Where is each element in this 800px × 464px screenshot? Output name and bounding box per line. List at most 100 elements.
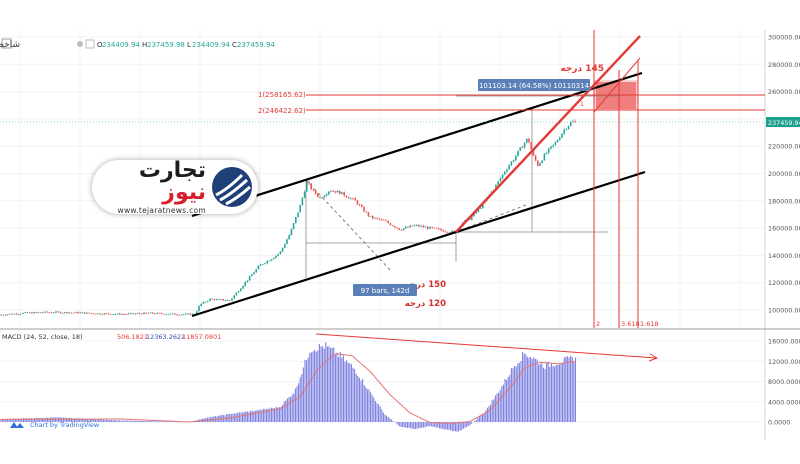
candle-up [255,269,257,273]
candle-up [235,292,238,296]
candle-down [427,226,429,229]
candle-up [508,165,510,170]
price-tick-label: 280000.00 [768,61,800,69]
candle-up [501,174,504,179]
candle-up [200,303,202,306]
candle-up [202,301,205,304]
macd-tick-label: 8000.0000 [768,378,800,386]
candle-up [143,312,145,315]
candle-down [378,218,381,220]
candle-up [196,311,198,315]
candle-down [99,313,101,315]
price-tick-label: 300000.00 [768,34,800,42]
candle-up [429,226,431,229]
candle-down [145,312,147,314]
candle-down [332,190,334,192]
candle-up [292,223,295,230]
candle-up [570,122,572,126]
last-price-tag: 237459.94 [766,117,800,127]
candle-down [163,313,165,315]
candle-up [288,235,290,240]
candle-up [405,226,407,229]
credit-text: Chart by TradingView [30,421,100,429]
candle-down [141,313,143,315]
candle-up [134,313,136,315]
candle-up [475,211,477,214]
candle-down [334,191,337,193]
ohlc-value: 237459.98 [147,41,185,49]
angle-120-label: 120 درجه [405,299,446,309]
macd-value-1: 506.1821 [117,333,148,341]
candle-down [400,229,403,231]
candle-up [303,191,306,198]
candle-up [55,311,57,313]
candle-up [539,163,541,166]
ohlc-key: H [142,41,147,49]
candle-down [154,313,156,315]
candle-down [46,311,48,313]
candle-down [31,312,33,314]
candle-up [226,300,229,301]
candle-up [86,312,88,314]
candle-down [229,300,231,301]
channel-upper-line [191,71,643,218]
price-tick-label: 140000.00 [768,252,800,260]
candle-up [242,285,244,289]
candle-down [389,223,392,226]
candle-down [376,217,378,219]
candle-up [17,314,20,315]
candle-up [559,137,561,141]
candle-up [20,313,22,315]
candle-down [453,230,455,232]
candle-up [127,313,130,315]
candle-down [387,221,389,224]
candle-down [11,313,13,315]
candle-up [204,301,207,303]
candle-up [297,212,299,218]
macd-tick-label: 4000.0000 [768,398,800,406]
candle-down [317,193,319,197]
candle-up [286,239,288,245]
header-ohlc: O 234409.94 H 237459.98 L 234409.94 C 237459.94 [97,41,275,49]
candle-up [325,194,328,196]
candle-up [37,312,40,314]
measure-tag: 101103.14 (64.58%) 10110314 [478,79,590,91]
candle-up [479,207,482,209]
candle-down [438,228,440,230]
candle-down [26,312,29,314]
macd-tick-label: 0.0000 [768,419,790,427]
candle-down [178,314,180,316]
candle-up [112,314,114,316]
candle-up [543,153,546,161]
tejarat-news-logo: تجارت نیوز www.tejaratnews.com [92,159,258,215]
price-tick-label: 100000.00 [768,307,800,315]
candle-up [187,313,189,315]
candle-up [257,265,260,270]
candle-up [341,192,343,195]
candle-down [372,216,374,219]
candle-up [136,313,139,315]
header-eye [85,39,95,49]
candle-up [323,195,326,198]
candle-up [295,217,297,224]
measure-label: 101103.14 (64.58%) 10110314 [479,82,590,90]
candle-up [306,181,308,192]
channel-lower-line [191,170,646,318]
trend-channel [191,71,646,318]
candle-up [565,128,568,130]
candle-up [420,225,422,227]
tradingview-credit[interactable]: Chart by TradingView [10,421,100,429]
candle-down [88,312,90,314]
candle-down [222,299,224,301]
candle-up [497,181,499,185]
candle-up [281,247,284,252]
macd-tick-label: 16000.0000 [768,338,800,346]
candle-down [319,196,321,198]
candle-up [149,312,152,314]
candle-up [515,155,517,161]
candle-up [273,257,275,260]
candle-up [550,146,552,149]
candle-down [110,314,112,315]
candle-up [266,260,268,264]
